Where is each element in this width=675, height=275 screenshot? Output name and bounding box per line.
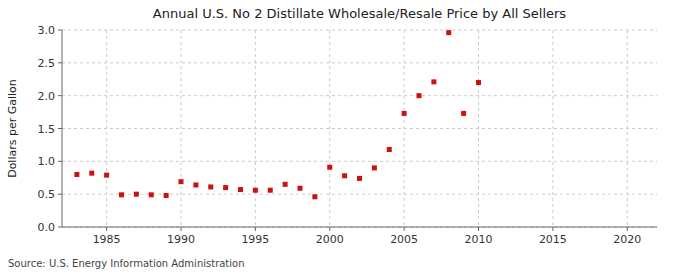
tick-label: 2.5 [38,57,56,70]
point [149,192,154,197]
y-axis-line [62,30,63,227]
point [298,186,303,191]
point [223,185,228,190]
point [357,176,362,181]
point [312,194,317,199]
point [193,182,198,187]
point [476,80,481,85]
grid-line [62,128,657,129]
tick-mark [478,227,479,231]
point [134,192,139,197]
tick-mark [58,95,62,96]
tick-label: 3.0 [38,24,56,37]
tick-mark [329,227,330,231]
tick-mark [255,227,256,231]
tick-label: 2005 [390,233,418,246]
source-note: Source: U.S. Energy Information Administ… [8,258,245,269]
point [461,111,466,116]
tick-label: 1985 [93,233,121,246]
point [446,30,451,35]
point [283,182,288,187]
tick-label: 2020 [613,233,641,246]
point [431,79,436,84]
point [164,193,169,198]
point [238,187,243,192]
grid-line [62,161,657,162]
x-axis-line [62,227,657,228]
tick-mark [58,227,62,228]
point [342,173,347,178]
grid-line [552,30,553,227]
tick-mark [58,194,62,195]
tick-label: 0.0 [38,221,56,234]
point [402,111,407,116]
point [74,172,79,177]
tick-label: 2015 [539,233,567,246]
grid-line [62,95,657,96]
point [179,179,184,184]
point [327,165,332,170]
tick-label: 1.0 [38,155,56,168]
tick-label: 0.5 [38,188,56,201]
axes: 1985 1990 1995 2000 2005 2010 2015 2020 0.0 0.5 1.… [38,24,658,246]
point [417,93,422,98]
tick-mark [58,128,62,129]
tick-mark [58,161,62,162]
tick-mark [404,227,405,231]
tick-mark [627,227,628,231]
points [74,30,481,199]
tick-label: 2010 [465,233,493,246]
point [119,192,124,197]
point [104,173,109,178]
y-axis-label: Dollars per Gallon [6,79,19,178]
grid-line [329,30,330,227]
grid-line [62,227,657,228]
tick-mark [552,227,553,231]
point [268,188,273,193]
grid [62,30,657,227]
tick-mark [181,227,182,231]
tick-label: 1.5 [38,123,56,136]
grid-line [181,30,182,227]
tick-mark [106,227,107,231]
grid-line [62,30,657,31]
tick-label: 1995 [241,233,269,246]
tick-label: 2.0 [38,90,56,103]
tick-mark [58,62,62,63]
tick-label: 1990 [167,233,195,246]
tick-mark [58,30,62,31]
point [387,147,392,152]
grid-line [62,62,657,63]
point [208,184,213,189]
point [253,188,258,193]
title: Annual U.S. No 2 Distillate Wholesale/Re… [153,6,567,21]
point [372,165,377,170]
chart: 1985 1990 1995 2000 2005 2010 2015 2020 0.0 0.5 1.… [0,0,675,275]
tick-label: 2000 [316,233,344,246]
point [89,171,94,176]
